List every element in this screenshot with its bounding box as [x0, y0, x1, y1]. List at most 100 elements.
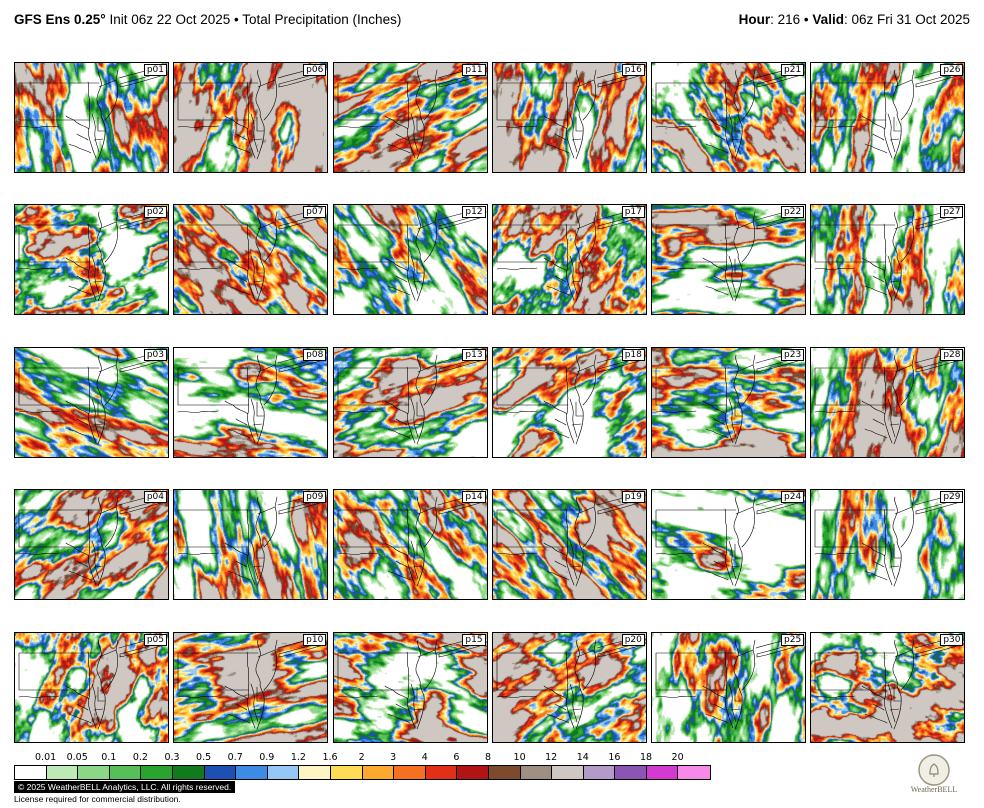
panel-member-label: p23: [781, 348, 805, 361]
panel-member-label: p16: [621, 64, 645, 76]
license-line: License required for commercial distribu…: [14, 794, 181, 804]
forecast-panel: p09: [173, 489, 329, 601]
colorbar-tick-labels: 0.01 0.05 0.1 0.2 0.3 0.5 0.7 0.9 1.2 1.6 2 3 4 6 8 10 1…: [14, 752, 714, 763]
forecast-panel: p28: [810, 346, 966, 458]
precip-field-canvas: [333, 490, 487, 600]
logo-text: WeatherBELL: [911, 785, 958, 794]
forecast-panel: p08: [173, 346, 329, 458]
precip-field-canvas: [811, 632, 965, 742]
precip-field-canvas: [652, 632, 806, 742]
ensemble-grid: p01 p02 p03 p04 p05 p06 p07: [14, 62, 966, 743]
colorbar-cell: [141, 766, 173, 779]
colorbar-cell: [488, 766, 521, 779]
panel-member-label: p11: [462, 64, 486, 76]
precip-field-canvas: [333, 347, 487, 457]
panel-member-label: p28: [940, 348, 964, 361]
forecast-panel: p15: [332, 631, 488, 743]
panel-member-label: p02: [143, 206, 167, 219]
forecast-panel: p21: [651, 62, 807, 173]
panel-member-label: p05: [143, 633, 167, 646]
precip-field-canvas: [15, 205, 168, 315]
precip-field-canvas: [174, 347, 328, 457]
colorbar-tick-label: 0.05: [66, 752, 88, 763]
forecast-panel: p01: [14, 62, 169, 173]
forecast-panel: p10: [173, 631, 329, 743]
panel-member-label: p27: [940, 206, 964, 219]
precip-field-canvas: [652, 205, 806, 315]
precip-field-canvas: [15, 490, 168, 600]
panel-member-label: p01: [143, 64, 167, 76]
colorbar-tick-label: 6: [453, 752, 460, 763]
colorbar-cell: [678, 766, 711, 779]
forecast-panel: p14: [332, 489, 488, 601]
forecast-panel: p24: [651, 489, 807, 601]
colorbar-cell: [46, 766, 79, 779]
colorbar-cell: [236, 766, 268, 779]
colorbar-tick-label: 1.6: [322, 752, 338, 763]
panel-member-label: p22: [781, 206, 805, 219]
precip-field-canvas: [811, 347, 965, 457]
forecast-panel: p13: [332, 346, 488, 458]
panel-member-label: p07: [303, 206, 327, 219]
colorbar-tick-label: 20: [671, 752, 684, 763]
panel-member-label: p08: [303, 348, 327, 361]
forecast-panel: p07: [173, 204, 329, 316]
forecast-panel: p03: [14, 346, 169, 458]
colorbar-tick-label: 10: [513, 752, 526, 763]
colorbar-cell: [362, 766, 395, 779]
panel-member-label: p21: [781, 64, 805, 76]
precip-field-canvas: [15, 347, 168, 457]
precip-field-canvas: [492, 205, 646, 315]
precip-field-canvas: [492, 490, 646, 600]
colorbar-tick-label: 0.3: [164, 752, 180, 763]
hour-value: : 216 •: [770, 12, 813, 27]
title-detail: Init 06z 22 Oct 2025 • Total Precipitati…: [105, 12, 402, 27]
page-title: GFS Ens 0.25° Init 06z 22 Oct 2025 • Tot…: [14, 12, 401, 27]
colorbar-tick-label: 16: [608, 752, 621, 763]
forecast-panel: p12: [332, 204, 488, 316]
precip-field-canvas: [492, 347, 646, 457]
panel-member-label: p30: [940, 633, 964, 646]
colorbar-tick-label: 4: [421, 752, 428, 763]
colorbar-cell: [583, 766, 616, 779]
colorbar-tick-label: 3: [390, 752, 397, 763]
panel-member-label: p18: [621, 348, 645, 361]
colorbar-cell: [78, 766, 110, 779]
bell-icon: [929, 763, 939, 777]
forecast-panel: p05: [14, 631, 169, 743]
panel-member-label: p13: [462, 348, 486, 361]
colorbar-tick-label: 18: [639, 752, 653, 763]
panel-member-label: p29: [940, 491, 964, 504]
weatherbell-logo: WeatherBELL: [911, 754, 958, 794]
panel-member-label: p14: [462, 491, 486, 504]
colorbar-cell: [267, 766, 300, 779]
forecast-panel: p22: [651, 204, 807, 316]
colorbar-cell: [15, 766, 47, 779]
forecast-panel: p29: [810, 489, 966, 601]
colorbar-cell: [425, 766, 458, 779]
valid-label: Valid: [812, 12, 844, 27]
precip-field-canvas: [15, 632, 168, 742]
precip-field-canvas: [174, 632, 328, 742]
colorbar-tick-label: 0.7: [227, 752, 243, 763]
panel-member-label: p10: [303, 633, 327, 646]
colorbar-cell: [520, 766, 553, 779]
precip-field-canvas: [333, 205, 487, 315]
colorbar-cell: [172, 766, 205, 779]
colorbar-cell: [552, 766, 584, 779]
forecast-panel: p30: [810, 631, 966, 743]
panel-member-label: p19: [621, 491, 645, 504]
hour-label: Hour: [738, 12, 771, 27]
forecast-panel: p25: [651, 631, 807, 743]
colorbar-cell: [299, 766, 331, 779]
colorbar-tick-label: 8: [484, 752, 492, 763]
logo-circle-icon: [918, 754, 950, 786]
panel-member-label: p04: [143, 491, 167, 504]
forecast-panel: p26: [810, 62, 966, 173]
precip-field-canvas: [811, 63, 965, 172]
colorbar-tick-label: 0.01: [35, 752, 57, 763]
precip-field-canvas: [174, 490, 328, 600]
valid-time-header: Hour: 216 • Valid: 06z Fri 31 Oct 2025: [739, 12, 970, 27]
copyright-line: © 2025 WeatherBELL Analytics, LLC. All r…: [14, 781, 236, 793]
colorbar-cell: [615, 766, 647, 779]
